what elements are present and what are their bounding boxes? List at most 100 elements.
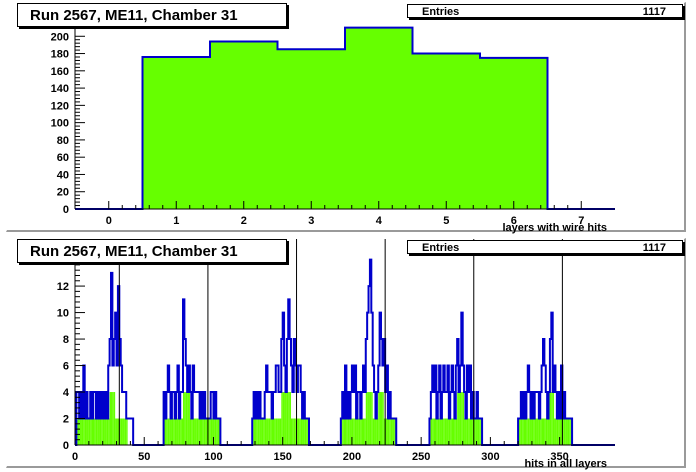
top-stats-entries-value: 1117: [642, 6, 666, 18]
hits-green-bar: [444, 418, 447, 445]
hits-green-bar: [189, 418, 192, 445]
hits-green-bar: [98, 418, 100, 445]
hits-green-bar: [259, 418, 261, 445]
bottom-y-tick-label: 6: [63, 361, 69, 373]
hits-green-bar: [81, 418, 84, 445]
hits-green-bar: [169, 418, 171, 445]
hits-green-bar: [120, 418, 123, 445]
hits-green-bar: [437, 418, 440, 445]
hits-green-bar: [365, 392, 368, 445]
hits-green-bar: [374, 418, 376, 445]
hits-green-bar: [545, 418, 548, 445]
hits-green-bar: [126, 418, 128, 445]
hits-green-bar: [183, 392, 185, 445]
hits-green-bar: [376, 418, 379, 445]
hits-green-bar: [533, 418, 535, 445]
hits-green-bar: [372, 418, 375, 445]
hits-green-bar: [563, 418, 566, 445]
hits-green-bar: [274, 418, 276, 445]
bottom-y-tick-label: 12: [57, 281, 69, 293]
hits-green-bar: [383, 418, 386, 445]
top-y-tick-label: 100: [51, 118, 69, 130]
hits-green-bar: [457, 392, 459, 445]
hits-green-bar: [270, 418, 272, 445]
bottom-x-tick-label: 150: [274, 451, 292, 463]
hits-green-bar: [476, 418, 478, 445]
hits-green-bar: [531, 418, 534, 445]
hits-green-bar: [198, 418, 200, 445]
hits-green-bar: [94, 418, 96, 445]
hits-green-bar: [181, 418, 183, 445]
hits-green-bar: [347, 418, 350, 445]
hits-green-bar: [450, 418, 452, 445]
hits-green-bar: [273, 418, 275, 445]
bottom-y-tick-label: 10: [57, 308, 69, 320]
top-x-axis-label: layers with wire hits: [502, 222, 607, 234]
bottom-histogram-title: Run 2567, ME11, Chamber 31: [17, 239, 287, 263]
top-y-tick-label: 160: [51, 66, 69, 78]
hits-green-bar: [360, 418, 362, 445]
bottom-x-axis-label: hits in all layers: [524, 458, 607, 470]
hits-green-bar: [468, 418, 470, 445]
top-stats-box: Entries 1117: [407, 4, 683, 18]
hits-green-bar: [459, 392, 462, 445]
top-y-tick-label: 140: [51, 83, 69, 95]
hits-green-bar: [541, 418, 543, 445]
top-y-tick-label: 120: [51, 100, 69, 112]
bottom-stats-box: Entries 1117: [407, 240, 683, 254]
hits-green-bar: [303, 418, 305, 445]
hits-green-bar: [202, 418, 204, 445]
hits-green-bar: [443, 418, 445, 445]
hits-green-bar: [91, 418, 93, 445]
layer-count-bar: [142, 57, 210, 209]
hits-green-bar: [562, 418, 564, 445]
hits-green-bar: [441, 418, 444, 445]
bottom-y-tick-label: 0: [63, 440, 69, 452]
hits-green-bar: [266, 418, 268, 445]
hits-green-bar: [124, 418, 127, 445]
hits-green-bar: [199, 418, 201, 445]
top-x-tick-label: 6: [511, 215, 517, 227]
top-x-tick-label: 4: [376, 215, 383, 227]
bottom-stats-entries-value: 1117: [642, 242, 666, 254]
hits-green-bar: [275, 418, 278, 445]
hits-green-bar: [95, 418, 98, 445]
hits-green-bar: [104, 418, 106, 445]
top-x-tick-label: 7: [578, 215, 584, 227]
hits-green-bar: [530, 418, 532, 445]
hits-green-bar: [207, 418, 210, 445]
hits-green-bar: [382, 392, 384, 445]
hits-green-bar: [558, 418, 560, 445]
layer-count-bar: [345, 27, 413, 209]
hits-green-bar: [342, 418, 344, 445]
top-y-tick-label: 80: [57, 135, 69, 147]
hits-green-bar: [543, 418, 545, 445]
hits-green-bar: [213, 418, 215, 445]
hits-green-bar: [379, 392, 381, 445]
hits-green-bar: [297, 418, 300, 445]
hits-green-bar: [392, 418, 394, 445]
hits-green-bar: [116, 418, 118, 445]
hits-green-bar: [565, 418, 567, 445]
hits-green-bar: [286, 392, 289, 445]
hits-green-bar: [549, 392, 552, 445]
bottom-y-tick-label: 4: [63, 387, 70, 399]
hits-green-bar: [191, 418, 193, 445]
hits-green-bar: [83, 418, 85, 445]
layer-count-bar: [412, 53, 480, 209]
hits-green-bar: [278, 418, 280, 445]
hits-green-bar: [268, 418, 271, 445]
layer-count-bar: [480, 57, 548, 210]
hits-green-bar: [192, 418, 195, 445]
bottom-x-tick-label: 50: [138, 451, 150, 463]
hits-green-bar: [97, 418, 99, 445]
hits-green-bar: [209, 418, 211, 445]
hits-green-bar: [472, 418, 474, 445]
hits-green-bar: [547, 418, 549, 445]
hits-green-bar: [520, 418, 523, 445]
hits-green-bar: [436, 418, 438, 445]
hits-green-bar: [453, 418, 455, 445]
hits-green-bar: [389, 418, 391, 445]
top-y-tick-label: 0: [63, 204, 69, 216]
top-y-tick-label: 40: [57, 169, 69, 181]
